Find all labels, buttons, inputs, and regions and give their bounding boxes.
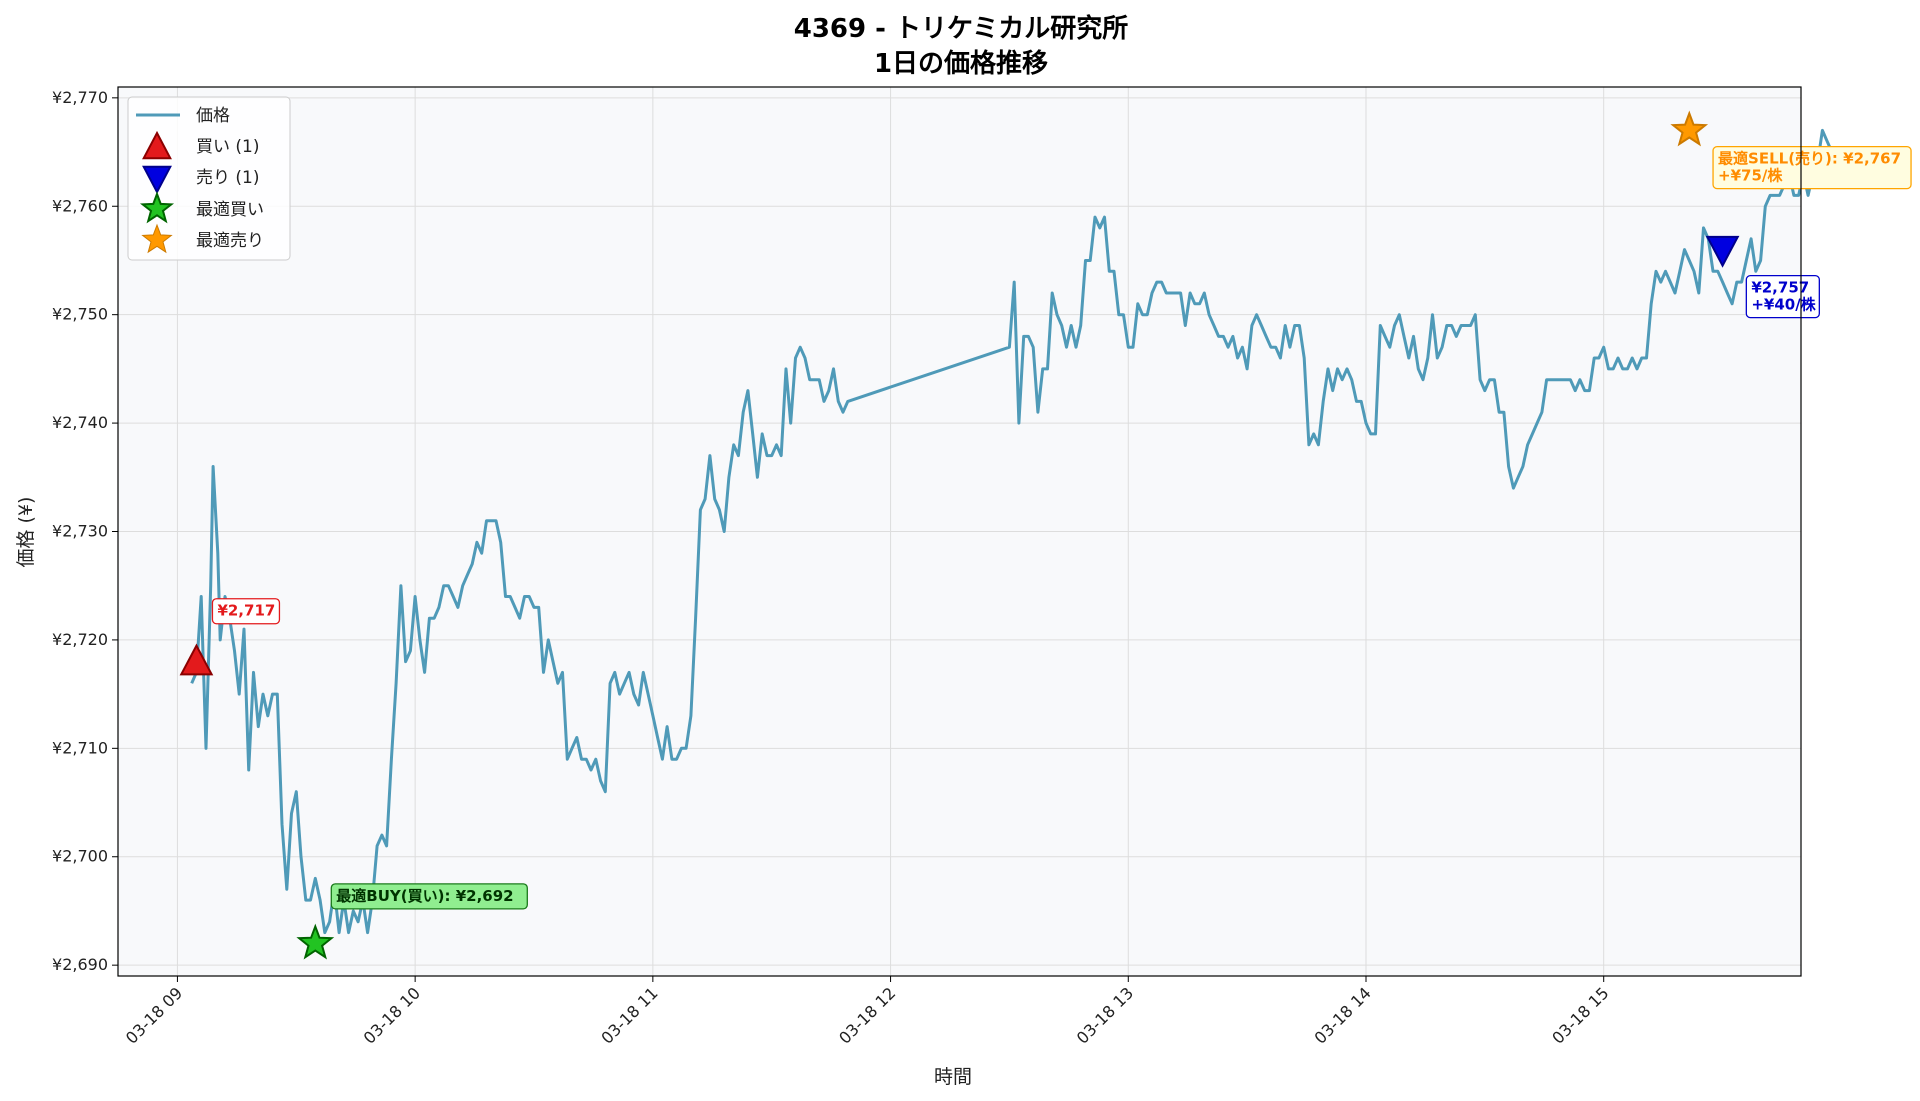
- x-tick-label: 03-18 13: [1073, 983, 1137, 1047]
- x-tick-label: 03-18 15: [1548, 983, 1612, 1047]
- series-layer: [190, 128, 1834, 935]
- chart-title-line1: 4369 - トリケミカル研究所: [794, 13, 1128, 44]
- y-tick-label: ¥2,750: [52, 305, 108, 324]
- y-tick-label: ¥2,700: [52, 847, 108, 866]
- best-buy-annotation-box: [330, 883, 528, 910]
- y-axis-label: 価格 (¥): [15, 497, 37, 568]
- best-sell-annotation-text: 最適SELL(売り): ¥2,767: [1718, 150, 1901, 168]
- x-tick-label: 03-18 10: [360, 983, 424, 1047]
- legend-label-buy: 買い (1): [196, 137, 259, 157]
- grid-lines: [118, 87, 1801, 976]
- legend-sell-icon: [142, 165, 172, 195]
- x-tick-label: 03-18 09: [122, 983, 186, 1047]
- best-sell-annotation-box: [1712, 145, 1912, 190]
- y-tick-label: ¥2,720: [52, 630, 108, 649]
- legend-label-best-sell: 最適売り: [196, 231, 264, 251]
- sell-marker: [1705, 235, 1740, 268]
- annotation-layer: ¥2,717 最適BUY(買い): ¥2,692 最適SELL(売り): ¥2,76…: [211, 145, 1912, 910]
- legend-box: [127, 96, 291, 261]
- sell-annotation-text: +¥40/株: [1751, 296, 1816, 314]
- marker-layer: [179, 110, 1740, 960]
- legend-label-price: 価格: [196, 106, 230, 126]
- sell-annotation-text: ¥2,757: [1751, 279, 1809, 297]
- legend-label-best-buy: 最適買い: [196, 200, 264, 220]
- legend-buy-icon: [142, 130, 172, 160]
- legend-best-buy-icon: [139, 191, 175, 224]
- y-tick-label: ¥2,760: [52, 196, 108, 215]
- best-buy-marker: [296, 923, 335, 960]
- x-tick-label: 03-18 12: [835, 983, 899, 1047]
- y-tick-label: ¥2,740: [52, 413, 108, 432]
- legend-label-sell: 売り (1): [196, 168, 259, 188]
- buy-annotation-text: ¥2,717: [217, 602, 275, 620]
- x-tick-label: 03-18 11: [597, 983, 661, 1047]
- legend-best-sell-icon: [141, 223, 173, 254]
- best-buy-annotation-text: 最適BUY(買い): ¥2,692: [336, 887, 513, 905]
- y-tick-label: ¥2,730: [52, 522, 108, 541]
- best-sell-marker: [1670, 110, 1709, 147]
- best-sell-annotation-text: +¥75/株: [1718, 167, 1783, 185]
- chart-title-line2: 1日の価格推移: [874, 48, 1048, 79]
- y-tick-label: ¥2,690: [52, 955, 108, 974]
- x-axis-label: 時間: [934, 1066, 972, 1088]
- buy-annotation-box: [211, 598, 281, 625]
- y-tick-label: ¥2,710: [52, 738, 108, 757]
- buy-marker: [179, 643, 214, 676]
- y-tick-label: ¥2,770: [52, 88, 108, 107]
- price-series-line: [190, 128, 1834, 935]
- x-tick-label: 03-18 14: [1311, 983, 1375, 1047]
